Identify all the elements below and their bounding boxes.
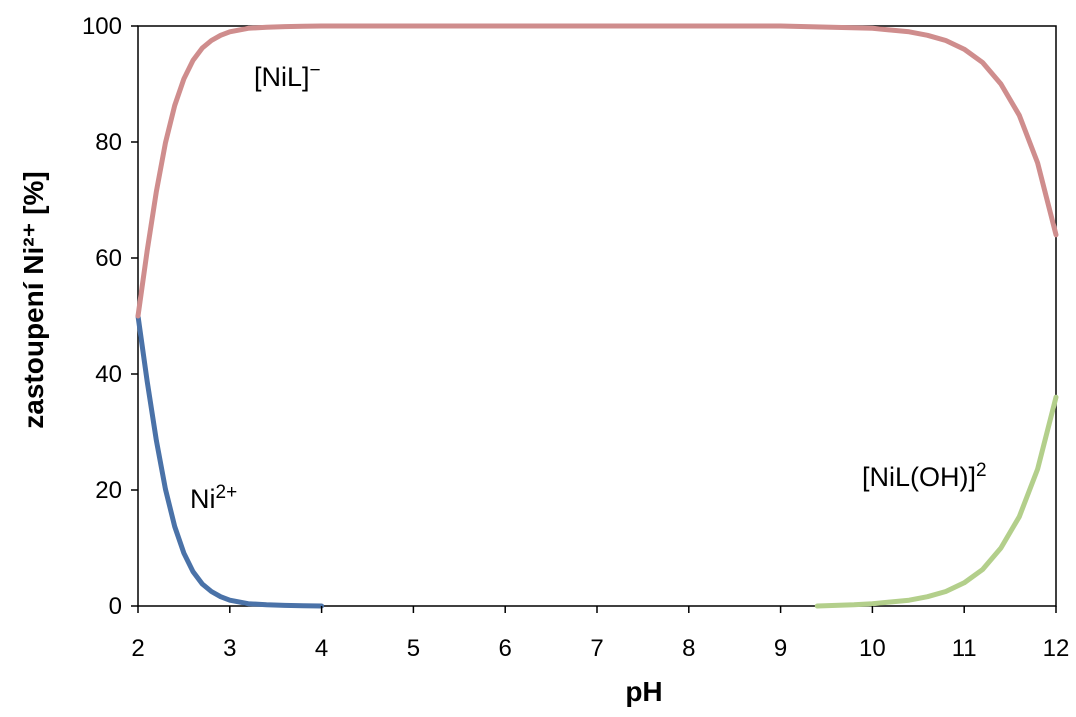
series-label-ni: Ni2+ bbox=[190, 482, 237, 514]
x-tick-label: 8 bbox=[682, 635, 695, 662]
series-label-ni-sup: 2+ bbox=[216, 482, 238, 503]
x-tick-label: 10 bbox=[859, 635, 886, 662]
plot-area bbox=[137, 25, 1057, 607]
plot-frame bbox=[137, 25, 1057, 607]
series-label-niloh-main: [NiL(OH)] bbox=[862, 462, 976, 492]
series-label-niloh: [NiL(OH)]2 bbox=[862, 460, 987, 492]
series-label-nil-sup: − bbox=[310, 60, 321, 81]
x-tick-label: 2 bbox=[131, 635, 144, 662]
x-axis-title: pH bbox=[625, 676, 662, 707]
series-line-2 bbox=[814, 394, 1059, 609]
x-tick-label: 9 bbox=[774, 635, 787, 662]
y-tick-label: 100 bbox=[82, 13, 122, 40]
y-tick-label: 40 bbox=[95, 361, 122, 388]
x-tick-label: 5 bbox=[407, 635, 420, 662]
x-tick-label: 7 bbox=[590, 635, 603, 662]
y-tick-label: 80 bbox=[95, 129, 122, 156]
series-label-niloh-sup: 2 bbox=[976, 460, 987, 481]
series-curves bbox=[135, 23, 1059, 609]
y-tick-label: 0 bbox=[109, 593, 122, 620]
y-tick-label: 60 bbox=[95, 245, 122, 272]
x-tick-label: 11 bbox=[952, 635, 977, 662]
y-axis-ticks: 0 20 40 60 80 100 bbox=[82, 13, 138, 620]
x-tick-label: 12 bbox=[1043, 635, 1070, 662]
y-tick-label: 20 bbox=[95, 477, 122, 504]
x-axis-ticks: 2 3 4 5 6 7 8 9 10 11 12 bbox=[131, 606, 1069, 662]
series-line-1 bbox=[135, 23, 1059, 319]
series-line-0 bbox=[135, 313, 325, 609]
series-label-nil-main: [NiL] bbox=[254, 62, 310, 92]
series-label-nil: [NiL]− bbox=[254, 60, 321, 92]
y-axis-title: zastoupení Ni²⁺ [%] bbox=[18, 171, 49, 428]
series-label-ni-main: Ni bbox=[190, 484, 216, 514]
x-tick-label: 4 bbox=[315, 635, 328, 662]
x-tick-label: 6 bbox=[499, 635, 512, 662]
x-tick-label: 3 bbox=[223, 635, 236, 662]
